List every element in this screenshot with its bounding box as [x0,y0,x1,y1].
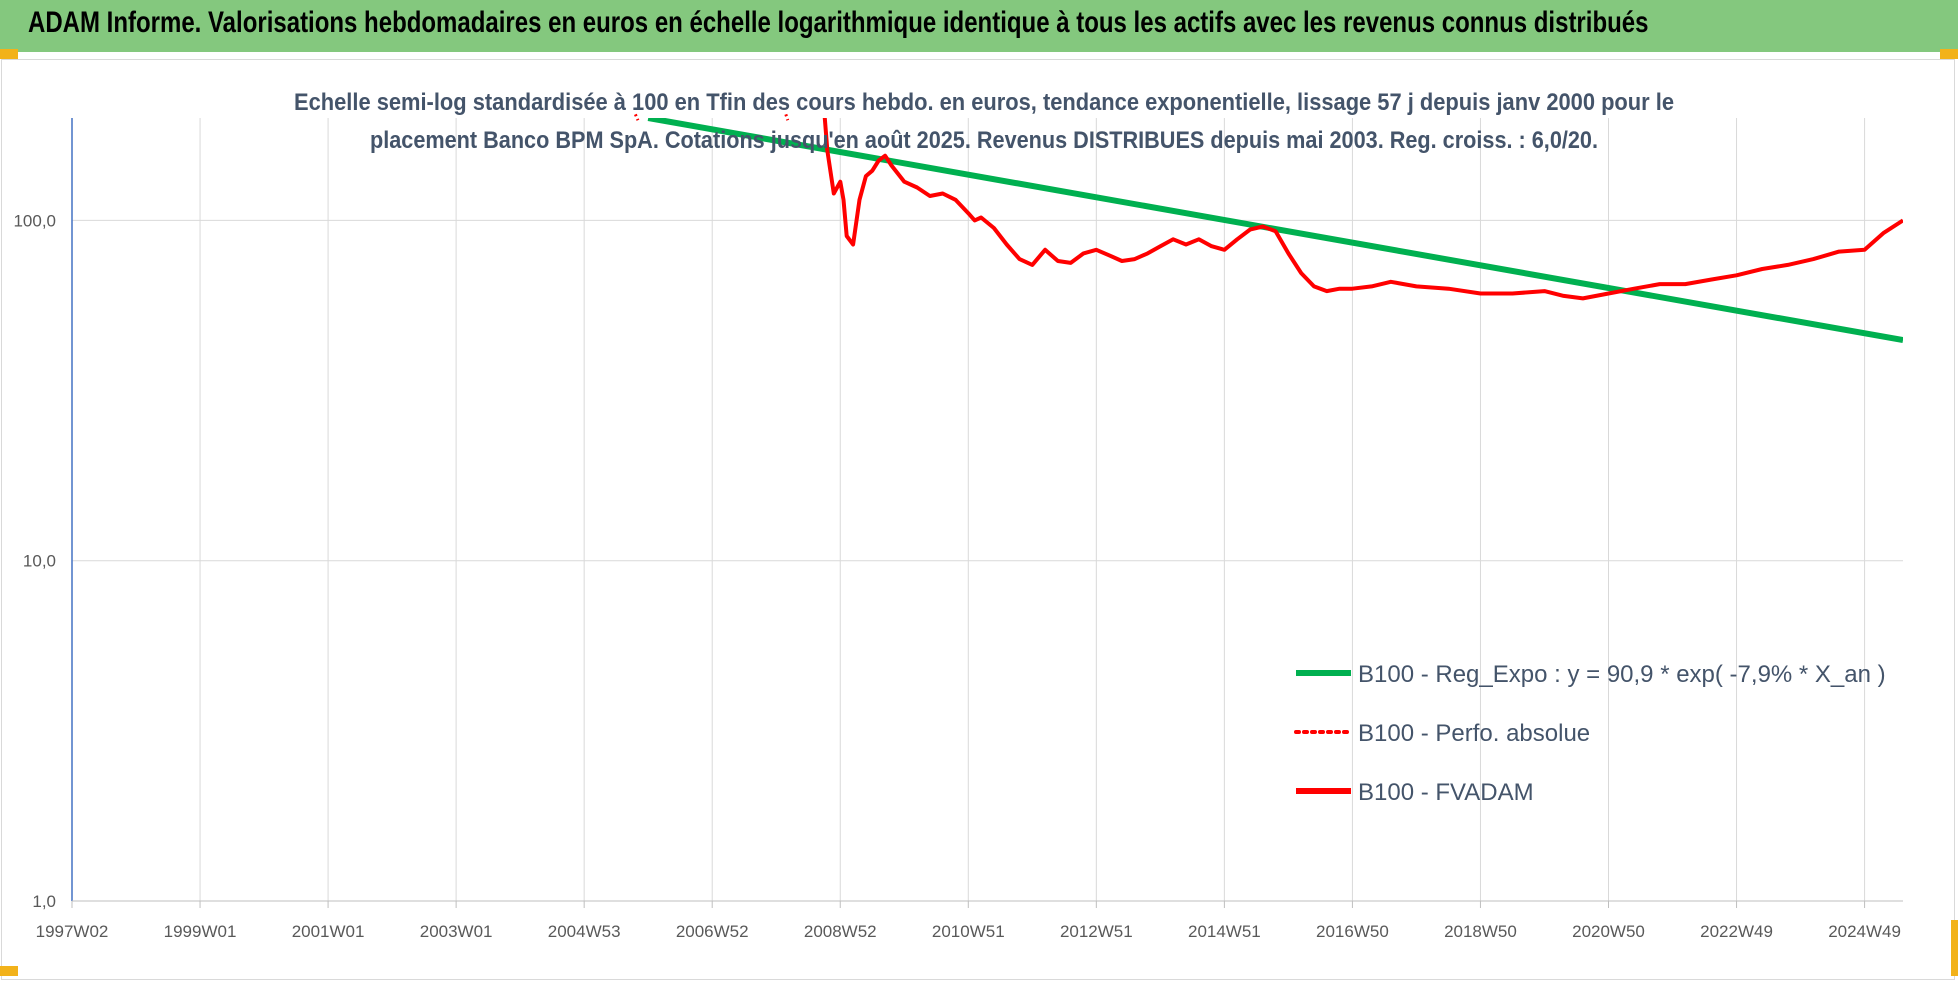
title-banner: ADAM Informe. Valorisations hebdomadaire… [0,0,1958,52]
series-line-fvadam [822,118,1903,301]
legend-label-fvadam: B100 - FVADAM [1358,779,1534,806]
x-tick-label: 2022W49 [1700,922,1773,941]
gridlines [72,118,1903,901]
series-line-trend [647,118,1903,344]
x-tick-label: 1999W01 [164,922,237,941]
x-tick-label: 2018W50 [1444,922,1517,941]
x-tick-label: 2008W52 [804,922,877,941]
series-layer [634,113,1903,344]
legend-label-perf: B100 - Perfo. absolue [1358,720,1590,747]
legend: B100 - Reg_Expo : y = 90,9 * exp( -7,9% … [1294,661,1886,806]
series-mark-perf [784,113,790,121]
subtitle-line-2: placement Banco BPM SpA. Cotations jusqu… [370,127,1598,154]
chart-subtitle: Echelle semi-log standardisée à 100 en T… [294,89,1674,154]
y-axis-ticks: 1,0 10,0 100,0 [13,211,56,911]
y-tick-label: 10,0 [23,552,56,571]
x-tick-label: 2012W51 [1060,922,1133,941]
corner-mark-bottom-right [1951,920,1958,976]
x-tick-label: 2004W53 [548,922,621,941]
x-tick-label: 2016W50 [1316,922,1389,941]
y-tick-label: 100,0 [13,211,56,230]
legend-label-trend: B100 - Reg_Expo : y = 90,9 * exp( -7,9% … [1358,661,1886,688]
y-tick-label: 1,0 [32,892,56,911]
x-axis-ticks: 1997W02 1999W01 2001W01 2003W01 2004W53 2006W… [36,901,1901,941]
corner-mark-top-left [0,49,18,59]
corner-mark-top-right [1940,49,1958,59]
x-tick-label: 2010W51 [932,922,1005,941]
x-tick-label: 2006W52 [676,922,749,941]
chart-frame [1,59,1955,980]
series-mark-perf [634,113,640,121]
x-tick-label: 2003W01 [420,922,493,941]
x-tick-label: 1997W02 [36,922,109,941]
x-tick-label: 2024W49 [1828,922,1901,941]
corner-mark-bottom-left [0,966,18,976]
page-title: ADAM Informe. Valorisations hebdomadaire… [28,6,1649,39]
x-tick-label: 2020W50 [1572,922,1645,941]
x-tick-label: 2001W01 [292,922,365,941]
subtitle-line-1: Echelle semi-log standardisée à 100 en T… [294,89,1674,116]
x-tick-label: 2014W51 [1188,922,1261,941]
